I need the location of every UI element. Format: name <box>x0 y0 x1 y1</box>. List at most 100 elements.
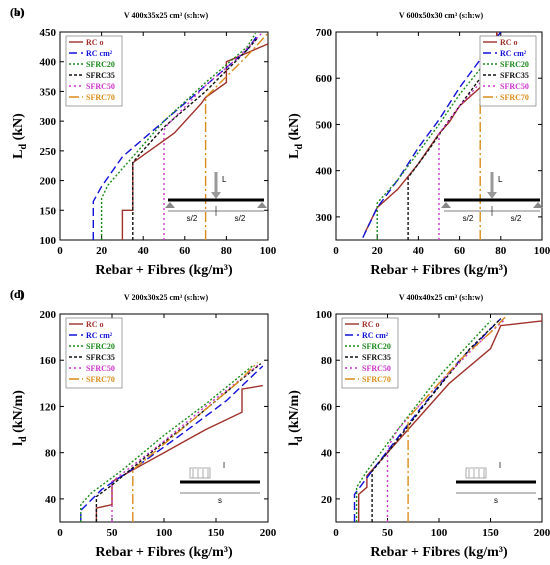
y-axis-label: ld (kN/m) <box>11 390 29 446</box>
y-tick-label: 450 <box>40 27 57 39</box>
legend-label: SFRC50 <box>86 82 115 91</box>
y-tick-label: 60 <box>321 401 333 413</box>
beam-inset: Ls/2 s/2 <box>441 172 543 223</box>
legend-label: SFRC50 <box>86 364 115 373</box>
y-tick-label: 350 <box>40 86 57 98</box>
legend-label: SFRC70 <box>86 93 115 102</box>
y-tick-label: 200 <box>40 309 57 321</box>
y-axis-label: Ld (kN) <box>287 113 305 159</box>
series-line-rc-o <box>358 314 542 522</box>
x-tick-label: 150 <box>208 527 225 539</box>
legend-label: SFRC70 <box>500 93 529 102</box>
y-tick-label: 400 <box>40 57 57 69</box>
distributed-load-icon <box>465 467 487 479</box>
x-axis-label: Rebar + Fibres (kg/m³) <box>370 263 508 278</box>
x-tick-label: 20 <box>372 245 384 257</box>
series-line-sfrc50 <box>386 318 507 522</box>
legend-label: SFRC70 <box>86 375 115 384</box>
distributed-load-icon <box>189 467 211 479</box>
y-tick-label: 100 <box>40 235 57 247</box>
legend-label: SFRC20 <box>362 342 391 351</box>
series-line-sfrc50 <box>438 36 518 240</box>
series-line-sfrc50 <box>163 32 263 240</box>
y-tick-label: 300 <box>316 212 333 224</box>
y-tick-label: 300 <box>40 116 57 128</box>
legend-box <box>65 317 123 389</box>
legend-label: RC o <box>86 320 104 329</box>
legend: RC o RC cm² SFRC20 SFRC35 SFRC50 SFRC70 <box>479 35 537 107</box>
inset-span-label: s/2 <box>511 214 522 223</box>
inset-load-label: l <box>499 461 501 470</box>
y-tick-label: 40 <box>321 448 333 460</box>
series-line-sfrc70 <box>204 32 268 240</box>
legend-label: SFRC35 <box>362 353 391 362</box>
series-line-sfrc20 <box>376 47 498 240</box>
x-tick-label: 0 <box>57 527 63 539</box>
legend-label: RC o <box>86 38 104 47</box>
legend-label: SFRC20 <box>500 60 529 69</box>
inset-load-label: L <box>222 175 227 184</box>
y-tick-label: 400 <box>316 166 333 178</box>
inset-span-label: s/2 <box>235 214 246 223</box>
legend: RC o RC cm² SFRC20 SFRC35 SFRC50 SFRC70 <box>341 317 399 389</box>
beam-inset: ls <box>456 461 536 505</box>
beam-inset: ls <box>180 461 260 505</box>
y-tick-label: 700 <box>316 27 333 39</box>
panel-tag: (b) <box>10 5 25 19</box>
y-tick-label: 160 <box>40 355 57 367</box>
series-line-sfrc70 <box>132 362 259 522</box>
panel-tag: (d) <box>10 287 25 301</box>
legend-label: SFRC20 <box>86 60 115 69</box>
y-tick-label: 100 <box>316 309 333 321</box>
y-axis-label: Ld (kN) <box>11 113 29 159</box>
y-tick-label: 200 <box>40 176 57 188</box>
legend-label: RC cm² <box>362 331 389 340</box>
panel-tag: (c) <box>10 287 23 301</box>
legend-label: SFRC20 <box>86 342 115 351</box>
x-tick-label: 0 <box>333 245 339 257</box>
series-line-rc-cm- <box>80 365 264 522</box>
legend-label: SFRC50 <box>500 82 529 91</box>
x-tick-label: 0 <box>333 527 339 539</box>
x-tick-label: 80 <box>221 245 233 257</box>
legend-label: SFRC70 <box>362 375 391 384</box>
series-line-sfrc20 <box>100 32 257 240</box>
legend-label: RC o <box>362 320 380 329</box>
x-tick-label: 60 <box>179 245 191 257</box>
legend-label: SFRC50 <box>362 364 391 373</box>
load-arrow-head-icon <box>211 192 221 199</box>
chart-subtitle: V 200x30x25 cm³ (s:h:w) <box>124 293 209 302</box>
x-axis-label: Rebar + Fibres (kg/m³) <box>95 263 233 278</box>
support-right-icon <box>533 202 543 208</box>
inset-span-label: s/2 <box>463 214 474 223</box>
beam-inset: Ls/2 s/2 <box>165 172 267 223</box>
x-tick-label: 50 <box>107 527 119 539</box>
chart-panel-3: (c) V 200x30x25 cm³ (s:h:w) 0 50 100 150 200 40… <box>10 287 277 560</box>
series-line-sfrc35 <box>132 37 259 240</box>
series-line-sfrc50 <box>111 363 261 522</box>
series-line-sfrc70 <box>407 315 507 522</box>
legend-box <box>65 35 123 107</box>
inset-span-label: s/2 <box>187 214 198 223</box>
x-axis-label: Rebar + Fibres (kg/m³) <box>370 545 508 560</box>
legend-label: RC o <box>500 38 518 47</box>
y-axis-label: ld (kN/m) <box>287 390 305 446</box>
y-tick-label: 20 <box>321 494 333 506</box>
y-tick-label: 600 <box>316 73 333 85</box>
x-axis-label: Rebar + Fibres (kg/m³) <box>95 545 233 560</box>
support-right-icon <box>257 202 267 208</box>
x-tick-label: 60 <box>454 245 466 257</box>
series-line-rc-o <box>121 43 268 240</box>
series-group <box>80 362 264 522</box>
x-tick-label: 200 <box>534 527 550 539</box>
series-line-rc-cm- <box>362 32 502 239</box>
load-arrow-head-icon <box>487 192 497 199</box>
chart-subtitle: V 600x50x30 cm³ (s:h:w) <box>399 11 484 20</box>
x-tick-label: 40 <box>138 245 150 257</box>
legend-label: RC cm² <box>86 331 113 340</box>
legend-label: RC cm² <box>500 49 527 58</box>
x-tick-label: 80 <box>495 245 507 257</box>
series-line-rc-o <box>95 384 263 522</box>
y-tick-label: 150 <box>40 205 57 217</box>
